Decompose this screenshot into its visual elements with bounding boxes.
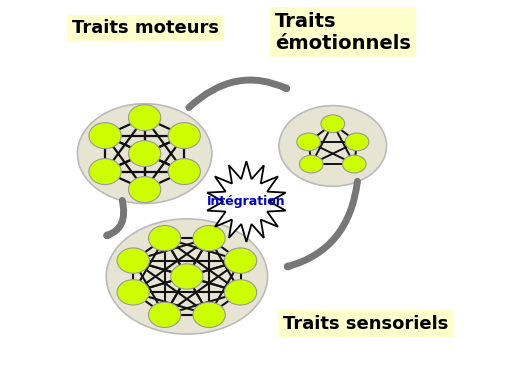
Text: Traits sensoriels: Traits sensoriels <box>283 315 448 333</box>
FancyArrowPatch shape <box>287 181 357 267</box>
Ellipse shape <box>171 264 203 289</box>
Ellipse shape <box>148 302 181 328</box>
Ellipse shape <box>343 155 366 173</box>
Ellipse shape <box>168 122 200 149</box>
Ellipse shape <box>129 141 161 167</box>
Ellipse shape <box>117 280 150 305</box>
Ellipse shape <box>168 159 200 185</box>
Ellipse shape <box>77 104 212 204</box>
Ellipse shape <box>300 155 323 173</box>
Ellipse shape <box>224 248 257 273</box>
Ellipse shape <box>117 248 150 273</box>
Ellipse shape <box>129 105 161 131</box>
Text: Intégration: Intégration <box>207 195 286 208</box>
Ellipse shape <box>89 122 121 149</box>
Ellipse shape <box>345 133 369 151</box>
Ellipse shape <box>297 133 321 151</box>
Ellipse shape <box>89 159 121 185</box>
Text: Traits
émotionnels: Traits émotionnels <box>275 12 411 53</box>
Ellipse shape <box>106 219 267 334</box>
Ellipse shape <box>193 302 225 328</box>
Ellipse shape <box>321 115 345 132</box>
FancyArrowPatch shape <box>106 200 124 236</box>
Ellipse shape <box>224 280 257 305</box>
Ellipse shape <box>193 225 225 251</box>
Ellipse shape <box>129 177 161 202</box>
Text: Traits moteurs: Traits moteurs <box>72 19 219 37</box>
FancyArrowPatch shape <box>189 80 287 108</box>
Ellipse shape <box>148 225 181 251</box>
Polygon shape <box>207 161 286 242</box>
Ellipse shape <box>279 106 387 186</box>
